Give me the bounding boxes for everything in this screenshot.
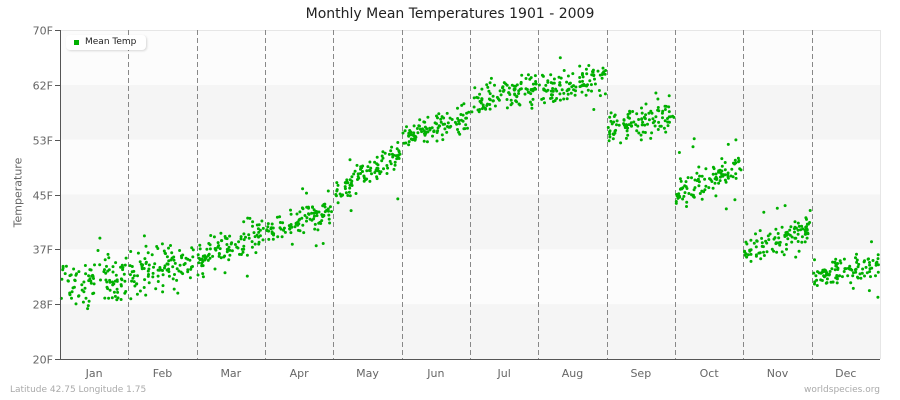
svg-text:Mar: Mar (220, 367, 241, 380)
svg-text:Aug: Aug (562, 367, 583, 380)
x-axis-labels: Jan Feb Mar Apr May Jun Jul Aug Sep Oct Nov Dec (85, 367, 857, 380)
svg-text:53F: 53F (33, 135, 53, 148)
svg-text:May: May (356, 367, 379, 380)
svg-text:Jan: Jan (85, 367, 103, 380)
data-points (59, 56, 880, 311)
location-caption: Latitude 42.75 Longitude 1.75 (10, 385, 147, 395)
svg-text:Nov: Nov (767, 367, 789, 380)
y-axis-ticks: 20F 28F 37F 45F 53F 62F 70F (33, 25, 60, 367)
svg-text:Dec: Dec (835, 367, 856, 380)
axes (60, 30, 880, 360)
legend[interactable]: Mean Temp (66, 35, 147, 50)
svg-text:Sep: Sep (630, 367, 651, 380)
svg-text:20F: 20F (33, 354, 53, 367)
chart-title: Monthly Mean Temperatures 1901 - 2009 (305, 6, 595, 22)
svg-text:Apr: Apr (290, 367, 310, 380)
svg-text:45F: 45F (33, 190, 53, 203)
svg-text:62F: 62F (33, 80, 53, 93)
svg-text:37F: 37F (33, 244, 53, 257)
svg-text:70F: 70F (33, 25, 53, 38)
legend-swatch-icon (74, 39, 79, 45)
svg-text:Feb: Feb (153, 367, 172, 380)
legend-label: Mean Temp (85, 37, 137, 47)
y-axis-label: Temperature (11, 157, 25, 228)
svg-text:Oct: Oct (700, 367, 720, 380)
svg-text:28F: 28F (33, 299, 53, 312)
source-credit: worldspecies.org (803, 385, 880, 395)
svg-text:Jul: Jul (497, 367, 511, 380)
svg-text:Jun: Jun (426, 367, 444, 380)
